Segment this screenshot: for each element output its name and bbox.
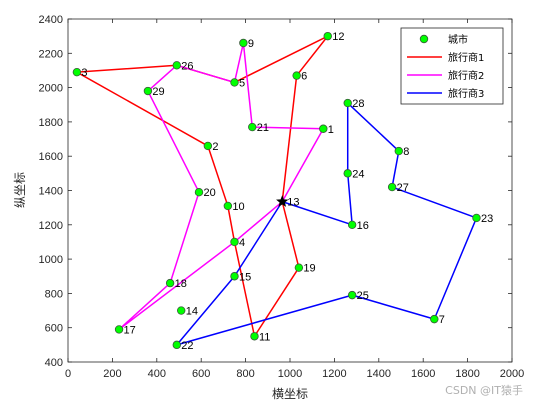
- x-tick-label: 400: [148, 368, 166, 380]
- city-label: 26: [181, 60, 193, 72]
- city-marker: [172, 61, 181, 70]
- city-label: 16: [357, 220, 369, 232]
- city-marker: [230, 78, 239, 87]
- city-marker: [347, 290, 357, 300]
- y-tick-label: 400: [45, 357, 63, 369]
- city-marker: [472, 213, 481, 223]
- x-tick-label: 2000: [500, 368, 524, 380]
- city-label: 5: [239, 77, 245, 89]
- x-tick-label: 1200: [322, 368, 346, 380]
- city-marker: [394, 146, 403, 156]
- y-tick-label: 800: [45, 288, 63, 300]
- city-marker: [387, 182, 397, 192]
- city-marker: [143, 86, 153, 96]
- route-line-2: [118, 42, 325, 331]
- x-tick-label: 1400: [367, 368, 391, 380]
- city-marker: [114, 325, 124, 334]
- city-marker: [430, 314, 439, 324]
- y-tick-label: 1800: [39, 117, 63, 129]
- y-tick-label: 1200: [39, 220, 63, 232]
- city-label: 21: [257, 122, 269, 134]
- city-label: 11: [259, 331, 270, 343]
- legend-label: 旅行商3: [448, 87, 484, 100]
- city-label: 18: [175, 278, 187, 290]
- y-tick-label: 2000: [39, 83, 63, 95]
- city-label: 27: [397, 182, 409, 194]
- city-marker: [172, 340, 181, 350]
- city-label: 9: [248, 38, 254, 50]
- city-label: 19: [303, 263, 315, 275]
- x-tick-label: 1000: [278, 368, 302, 380]
- y-tick-label: 1000: [39, 254, 63, 266]
- cities-layer: 1234567891011121415161718192021222324252…: [72, 31, 493, 352]
- city-marker: [230, 237, 239, 247]
- x-tick-label: 0: [65, 368, 71, 380]
- city-label: 2: [212, 141, 218, 153]
- depot-label: 13: [287, 197, 299, 209]
- city-label: 10: [232, 201, 244, 213]
- city-label: 3: [81, 67, 87, 79]
- city-marker: [194, 188, 204, 197]
- route-line-1: [76, 35, 329, 338]
- watermark: CSDN @IT猿手: [445, 383, 523, 397]
- depot-star-icon: [276, 195, 289, 207]
- legend-label: 旅行商1: [448, 51, 484, 64]
- city-label: 25: [357, 290, 369, 302]
- city-marker: [250, 332, 259, 341]
- city-label: 23: [481, 213, 493, 225]
- y-tick-label: 600: [45, 323, 63, 335]
- city-marker: [319, 124, 328, 133]
- city-label: 1: [328, 124, 334, 136]
- city-label: 6: [301, 71, 307, 83]
- y-tick-label: 2200: [39, 48, 63, 60]
- legend-box: [400, 27, 504, 105]
- city-label: 4: [239, 237, 245, 249]
- city-marker: [347, 220, 357, 229]
- x-tick-label: 1800: [455, 368, 479, 380]
- city-label: 20: [203, 187, 215, 199]
- city-marker: [343, 98, 352, 108]
- x-tick-label: 200: [103, 368, 121, 380]
- city-label: 14: [186, 306, 198, 318]
- city-marker: [230, 272, 239, 281]
- y-tick-label: 1600: [39, 151, 63, 163]
- city-label: 22: [181, 340, 193, 352]
- city-label: 28: [352, 98, 364, 110]
- x-tick-label: 600: [192, 368, 210, 380]
- city-label: 17: [124, 324, 136, 336]
- city-marker: [165, 278, 175, 288]
- city-marker: [294, 263, 304, 272]
- city-marker: [239, 38, 248, 48]
- city-marker: [203, 141, 213, 151]
- city-marker: [223, 201, 233, 211]
- legend-label: 城市: [448, 33, 468, 46]
- x-tick-label: 800: [236, 368, 254, 380]
- city-marker: [343, 169, 352, 178]
- y-tick-label: 2400: [39, 14, 63, 26]
- city-marker: [292, 71, 301, 80]
- city-marker: [323, 31, 332, 41]
- x-tick-label: 1600: [411, 368, 435, 380]
- y-axis-label: 纵坐标: [13, 172, 27, 208]
- legend-marker: [419, 34, 429, 44]
- city-marker: [72, 67, 82, 77]
- city-label: 15: [239, 271, 251, 283]
- route-line-3: [176, 102, 478, 346]
- routes-layer: [76, 35, 478, 346]
- ticks-layer: 0 200 400 600 800 1000 1200 1400 1600 1800 2000400…: [39, 14, 525, 380]
- x-axis-label: 横坐标: [272, 387, 308, 401]
- legend-label: 旅行商2: [448, 69, 484, 82]
- city-label: 7: [439, 314, 445, 326]
- city-label: 12: [332, 31, 344, 43]
- city-marker: [248, 122, 257, 132]
- city-marker: [177, 306, 186, 315]
- city-label: 24: [352, 168, 364, 180]
- city-label: 29: [152, 86, 164, 98]
- city-label: 8: [403, 146, 409, 158]
- y-tick-label: 1400: [39, 186, 63, 198]
